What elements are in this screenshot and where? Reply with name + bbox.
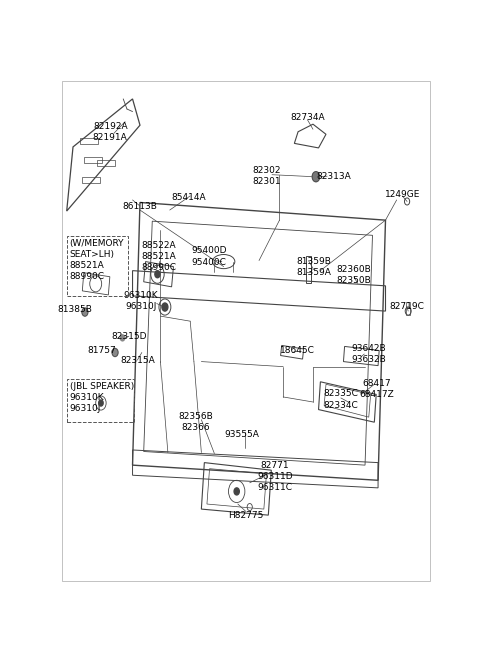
Text: 82360B
82350B: 82360B 82350B <box>336 264 371 285</box>
Circle shape <box>155 271 160 277</box>
Text: 81385B: 81385B <box>58 305 92 314</box>
Text: (JBL SPEAKER)
96310K
96310J: (JBL SPEAKER) 96310K 96310J <box>70 382 134 413</box>
Circle shape <box>312 172 320 182</box>
Circle shape <box>82 308 88 316</box>
Circle shape <box>120 335 125 341</box>
Circle shape <box>234 488 240 495</box>
Text: 68417
68417Z: 68417 68417Z <box>360 379 394 400</box>
Text: 85414A: 85414A <box>171 193 205 202</box>
Text: 82192A
82191A: 82192A 82191A <box>93 122 128 142</box>
Text: 81757: 81757 <box>87 346 116 356</box>
Text: 18645C: 18645C <box>280 346 315 356</box>
Text: 82771
96311D
96311C: 82771 96311D 96311C <box>257 461 293 492</box>
Text: 93642B
93632B: 93642B 93632B <box>351 344 386 364</box>
Text: 88522A
88521A
88990C: 88522A 88521A 88990C <box>141 241 176 272</box>
Text: 82315A: 82315A <box>120 356 155 365</box>
Circle shape <box>112 348 118 357</box>
Text: 81359B
81359A: 81359B 81359A <box>296 256 331 277</box>
Text: 1249GE: 1249GE <box>384 190 420 199</box>
Text: 86113B: 86113B <box>122 201 157 211</box>
Text: 93555A: 93555A <box>225 430 260 440</box>
Text: 82335C
82334C: 82335C 82334C <box>324 390 358 409</box>
Text: 95400D
95400C: 95400D 95400C <box>191 247 227 266</box>
Circle shape <box>162 303 168 311</box>
Text: 82302
82301: 82302 82301 <box>252 166 281 186</box>
Text: 82734A: 82734A <box>290 113 324 121</box>
Text: (W/MEMORY
SEAT>LH)
88521A
88990C: (W/MEMORY SEAT>LH) 88521A 88990C <box>70 239 124 281</box>
Text: H82775: H82775 <box>228 511 264 520</box>
Text: 82315D: 82315D <box>111 332 146 341</box>
Circle shape <box>99 400 103 406</box>
Text: 82313A: 82313A <box>316 172 351 180</box>
Text: 82356B
82366: 82356B 82366 <box>179 412 213 432</box>
Text: 96310K
96310J: 96310K 96310J <box>124 291 158 311</box>
Text: 82719C: 82719C <box>389 302 424 310</box>
